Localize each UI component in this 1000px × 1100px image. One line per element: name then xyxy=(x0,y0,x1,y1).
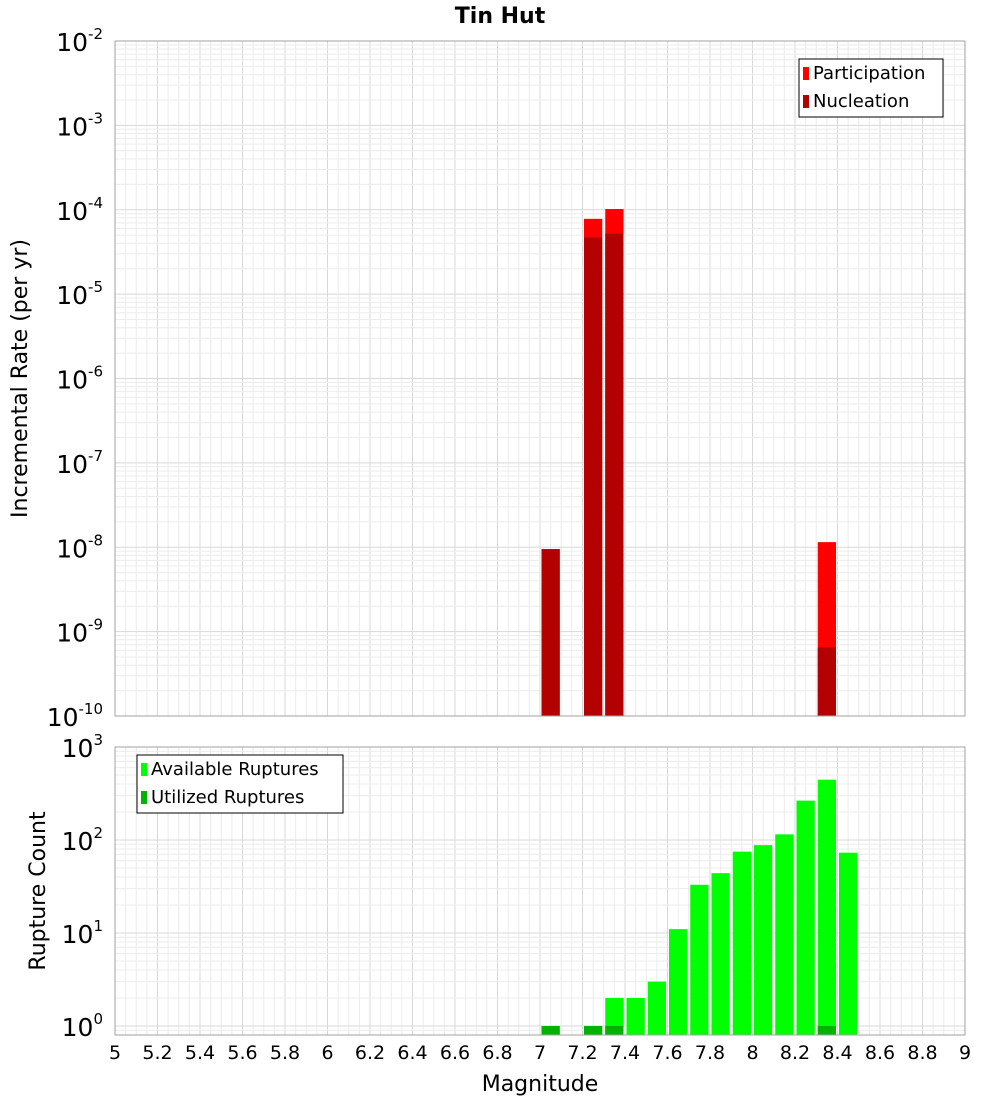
bar xyxy=(541,1025,560,1035)
bar xyxy=(754,845,773,1035)
bar xyxy=(839,852,858,1035)
legend-box xyxy=(136,754,344,814)
bar xyxy=(626,997,645,1035)
bar xyxy=(732,851,751,1035)
bar xyxy=(817,1025,836,1035)
bar xyxy=(775,834,794,1035)
bar xyxy=(605,233,624,716)
bar xyxy=(584,1025,603,1035)
legend-swatch xyxy=(141,763,147,776)
x-tick-label: 5.8 xyxy=(270,1042,300,1064)
y-tick-label: 10-4 xyxy=(56,194,103,226)
bar xyxy=(647,981,666,1035)
series-available-ruptures xyxy=(541,779,858,1035)
x-tick-label: 6 xyxy=(321,1042,333,1064)
x-tick-label: 6.6 xyxy=(440,1042,470,1064)
x-tick-label: 6.4 xyxy=(397,1042,427,1064)
x-tick-label: 7 xyxy=(534,1042,546,1064)
y-axis-label: Incremental Rate (per yr) xyxy=(8,239,33,518)
gridlines xyxy=(114,41,966,717)
bar xyxy=(605,997,624,1035)
legend-label: Utilized Ruptures xyxy=(151,787,304,808)
x-tick-label: 7.6 xyxy=(652,1042,682,1064)
bar xyxy=(669,929,688,1035)
bar xyxy=(690,884,709,1035)
x-tick-label: 5 xyxy=(109,1042,121,1064)
plot-frame xyxy=(114,746,966,1036)
bar xyxy=(584,237,603,716)
x-tick-label: 6.2 xyxy=(355,1042,385,1064)
legend: Available Ruptures Utilized Ruptures xyxy=(136,754,344,814)
y-tick-label: 10-8 xyxy=(56,531,103,563)
x-tick-label: 8.8 xyxy=(907,1042,937,1064)
y-tick-label: 10-6 xyxy=(56,363,103,395)
legend: Participation Nucleation xyxy=(798,58,944,118)
legend-label: Available Ruptures xyxy=(151,759,319,780)
series-utilized-ruptures xyxy=(541,1025,836,1035)
x-tick-label: 9 xyxy=(959,1042,971,1064)
x-tick-label: 5.4 xyxy=(185,1042,215,1064)
x-tick-label: 6.8 xyxy=(482,1042,512,1064)
y-tick-label: 102 xyxy=(62,824,103,856)
y-tick-label: 10-3 xyxy=(56,109,103,141)
x-tick-label: 5.2 xyxy=(142,1042,172,1064)
y-tick-label: 103 xyxy=(62,731,103,763)
bar xyxy=(817,647,836,716)
x-tick-label: 8.6 xyxy=(865,1042,895,1064)
legend-label: Nucleation xyxy=(813,91,909,112)
bar xyxy=(817,779,836,1035)
x-tick-labels: 5 5.2 5.4 5.6 5.8 6 6.2 6.4 6.6 6.8 7 7.2 7.4 7.6 7.8 8… xyxy=(109,1042,971,1064)
legend-label: Participation xyxy=(813,63,925,84)
y-tick-label: 10-2 xyxy=(56,25,103,57)
bar xyxy=(605,1025,624,1035)
x-tick-label: 7.2 xyxy=(567,1042,597,1064)
y-tick-label: 10-7 xyxy=(56,447,103,479)
legend-swatch xyxy=(803,95,809,108)
count-panel: 103 102 101 100 Rupture Count Available Ruptu… xyxy=(26,731,966,1042)
x-tick-label: 8.4 xyxy=(822,1042,852,1064)
x-axis-label: Magnitude xyxy=(482,1072,599,1097)
legend-box xyxy=(798,58,944,118)
x-tick-label: 8 xyxy=(746,1042,758,1064)
series-nucleation xyxy=(541,233,836,716)
plot-frame xyxy=(114,40,966,717)
rate-panel: 10-2 10-3 10-4 10-5 10-6 10-7 10-8 10-9 10-10 Inc… xyxy=(8,25,966,732)
x-tick-label: 5.6 xyxy=(227,1042,257,1064)
y-tick-label: 101 xyxy=(62,917,103,949)
y-tick-label: 10-5 xyxy=(56,278,103,310)
x-tick-label: 7.8 xyxy=(695,1042,725,1064)
bar xyxy=(541,549,560,716)
chart-title: Tin Hut xyxy=(455,4,546,29)
legend-swatch xyxy=(803,67,809,80)
y-axis-label: Rupture Count xyxy=(26,811,51,971)
y-tick-label: 10-10 xyxy=(47,700,103,732)
legend-swatch xyxy=(141,791,147,804)
x-tick-label: 7.4 xyxy=(610,1042,640,1064)
bar xyxy=(711,873,730,1035)
y-tick-label: 100 xyxy=(62,1010,103,1042)
y-tick-label: 10-9 xyxy=(56,616,103,648)
x-tick-label: 8.2 xyxy=(780,1042,810,1064)
bar xyxy=(796,800,815,1035)
